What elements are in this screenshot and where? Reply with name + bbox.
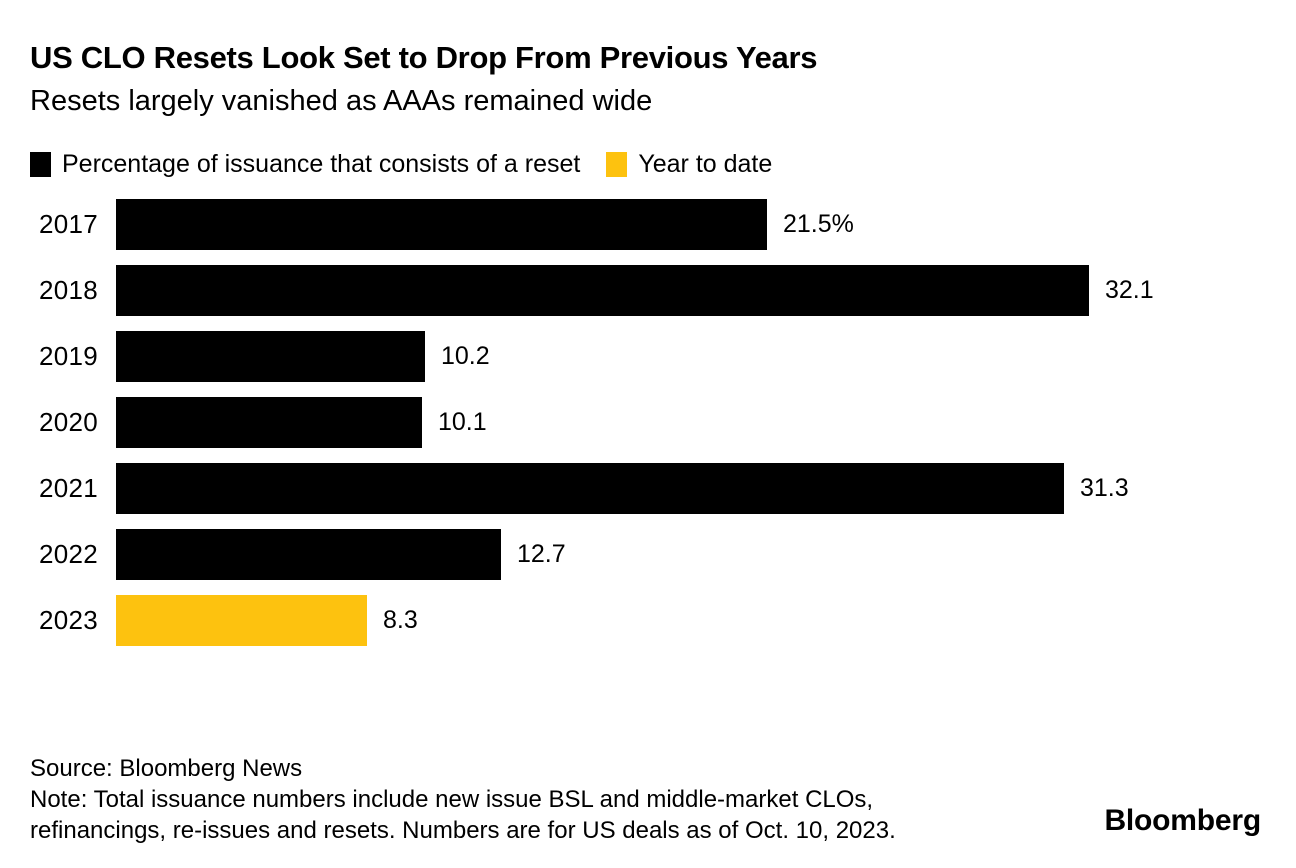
bar (116, 331, 425, 382)
legend-label-reset: Percentage of issuance that consists of … (62, 150, 581, 178)
value-label: 12.7 (517, 540, 566, 568)
bar-chart: 2017 21.5% 2018 32.1 2019 10.2 2020 10.1… (30, 199, 1154, 661)
value-label: 10.1 (438, 408, 487, 436)
year-label: 2020 (38, 407, 98, 437)
chart-row: 2017 21.5% (30, 199, 1154, 250)
chart-row: 2019 10.2 (30, 331, 1154, 382)
footer: Source: Bloomberg News Note: Total issua… (30, 753, 896, 846)
value-label: 21.5% (783, 210, 854, 238)
bar (116, 595, 367, 646)
legend-item-reset: Percentage of issuance that consists of … (30, 150, 580, 179)
year-label: 2018 (38, 275, 98, 305)
value-label: 32.1 (1105, 276, 1154, 304)
note-text-line2: refinancings, re-issues and resets. Numb… (30, 817, 896, 844)
ytd-series-swatch-icon (606, 152, 628, 177)
year-label: 2023 (38, 605, 98, 635)
bloomberg-logo: Bloomberg (1104, 804, 1261, 837)
year-label: 2022 (38, 539, 98, 569)
bar (116, 463, 1064, 514)
bar (116, 199, 767, 250)
chart-row: 2018 32.1 (30, 265, 1154, 316)
year-label: 2017 (38, 209, 98, 239)
source-text: Source: Bloomberg News (30, 755, 303, 782)
bar (116, 397, 422, 448)
chart-subtitle: Resets largely vanished as AAAs remained… (30, 85, 653, 117)
chart-row: 2022 12.7 (30, 529, 1154, 580)
value-label: 10.2 (441, 342, 490, 370)
chart-row: 2021 31.3 (30, 463, 1154, 514)
bar (116, 529, 501, 580)
chart-title: US CLO Resets Look Set to Drop From Prev… (30, 40, 818, 75)
legend-item-ytd: Year to date (606, 150, 772, 179)
year-label: 2021 (38, 473, 98, 503)
reset-series-swatch-icon (30, 152, 51, 177)
chart-row: 2023 8.3 (30, 595, 1154, 646)
value-label: 8.3 (383, 606, 418, 634)
legend: Percentage of issuance that consists of … (30, 150, 772, 179)
year-label: 2019 (38, 341, 98, 371)
note-text-line1: Note: Total issuance numbers include new… (30, 786, 874, 813)
value-label: 31.3 (1080, 474, 1129, 502)
chart-row: 2020 10.1 (30, 397, 1154, 448)
bar (116, 265, 1089, 316)
legend-label-ytd: Year to date (638, 150, 773, 178)
